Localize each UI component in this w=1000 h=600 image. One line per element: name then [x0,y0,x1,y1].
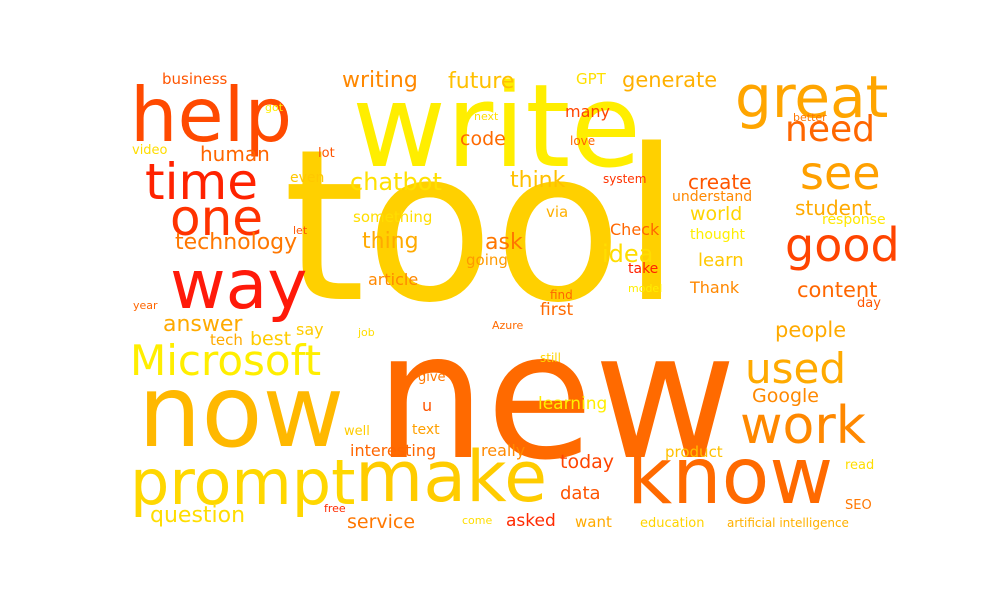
word-microsoft: Microsoft [130,336,322,385]
word-thank: Thank [690,278,740,297]
word-prompt: prompt [130,446,356,519]
word-education: education [640,516,705,531]
word-new: new [375,296,737,499]
word-article: article [368,270,419,289]
word-model: model [628,282,663,295]
word-give: give [418,370,446,385]
word-time: time [145,153,258,211]
word-say: say [296,320,324,339]
word-business: business [162,70,228,88]
word-writing: writing [342,68,418,93]
word-human: human [200,142,270,166]
word-best: best [250,328,292,350]
word-product: product [665,443,723,461]
word-used: used [745,344,847,393]
word-azure: Azure [492,319,524,332]
word-help: help [130,71,293,159]
word-technology: technology [175,230,298,255]
word-take: take [628,261,659,277]
word-still: still [540,351,561,365]
word-year: year [133,299,158,312]
word-know: know [627,432,834,522]
word-future: future [448,69,515,94]
word-text: text [412,422,440,438]
word-something: something [353,208,433,226]
word-people: people [775,318,847,342]
word-understand: understand [672,189,753,205]
word-service: service [347,511,416,533]
word-via: via [546,203,569,221]
word-gpt: GPT [576,70,606,88]
word-answer: answer [163,312,243,337]
word-idea: idea [602,240,654,268]
word-think: think [510,168,566,193]
word-question: question [150,503,246,528]
word-thing: thing [362,229,419,254]
word-interesting: interesting [350,441,437,460]
word-even: even [290,170,325,186]
word-make: make [355,436,548,518]
word-many: many [565,102,610,121]
word-u: u [422,396,433,415]
word-work: work [740,396,866,456]
word-let: let [293,224,308,237]
word-read: read [845,458,875,473]
word-lot: lot [318,146,335,161]
word-world: world [690,203,743,225]
word-data: data [560,483,601,504]
word-learn: learn [698,250,744,271]
word-generate: generate [622,68,718,92]
word-see: see [800,146,881,200]
word-first: first [540,300,574,320]
word-code: code [460,128,506,150]
word-job: job [358,326,375,339]
word-next: next [474,110,499,123]
word-google: Google [752,385,820,407]
word-good: good [785,218,900,272]
word-video: video [132,143,168,158]
word-artificial-intelligence: artificial intelligence [727,516,849,530]
word-system: system [603,172,647,186]
word-free: free [324,502,346,515]
word-content: content [797,278,878,302]
word-asked: asked [506,511,556,531]
word-tool: tool [283,104,681,349]
word-better: better [793,111,827,124]
word-ask: ask [485,230,523,255]
word-love: love [570,134,596,148]
word-come: come [462,514,493,527]
word-great: great [735,63,889,131]
word-seo: SEO [845,498,872,513]
word-want: want [575,513,612,531]
word-chatbot: chatbot [350,168,442,196]
word-create: create [688,170,752,194]
word-student: student [795,196,872,220]
word-got: got [265,101,284,114]
word-write: write [352,60,642,194]
word-now: now [138,353,345,470]
word-find: find [550,288,573,302]
word-thought: thought [690,227,746,243]
word-tech: tech [210,331,243,349]
word-check: Check [610,220,660,239]
word-day: day [857,296,881,311]
word-going: going [466,251,508,269]
word-way: way [170,246,308,325]
word-need: need [785,109,875,150]
word-response: response [822,212,886,228]
word-one: one [170,189,264,247]
word-well: well [344,424,370,439]
word-learning: learning [538,394,608,414]
word-really: really [481,441,526,460]
word-today: today [560,451,615,473]
